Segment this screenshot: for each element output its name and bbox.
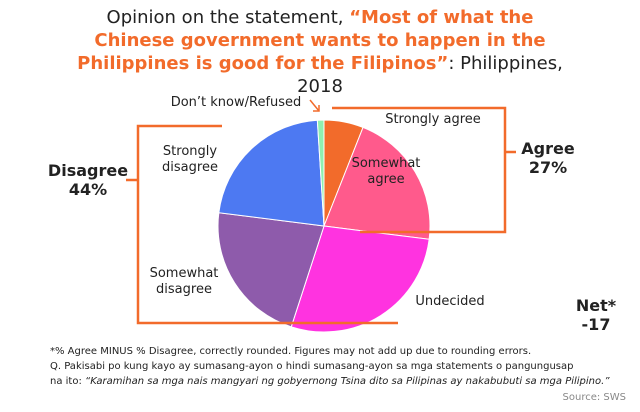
slice — [290, 225, 430, 333]
net-name: Net* — [575, 296, 617, 315]
footnote-line: na ito: “Karamihan sa mga nais mangyari … — [50, 376, 610, 387]
chart-title: Opinion on the statement, “Most of what … — [70, 6, 570, 98]
slice — [323, 126, 431, 240]
group-value: 27% — [528, 158, 568, 177]
agree-label: Agree 27% — [521, 139, 574, 177]
refused-arrowhead — [313, 105, 320, 112]
slice — [316, 119, 325, 227]
slice-label: Somewhat disagree — [149, 266, 219, 297]
title-tail: : Philippines, 2018 — [297, 53, 563, 97]
refused-arrow — [309, 99, 320, 112]
slice-label: Undecided — [415, 294, 485, 309]
footnote: Q. Pakisabi po kung kayo ay sumasang-ayo… — [50, 361, 574, 372]
footnote-quote: “Karamihan sa mga nais mangyari ng gobye… — [85, 376, 610, 387]
footnote: *% Agree MINUS % Disagree, correctly rou… — [50, 346, 532, 357]
title-lead: Opinion on the statement, — [106, 7, 350, 28]
agree-bracket — [332, 106, 507, 234]
net-value: -17 — [581, 315, 611, 334]
net-label: Net* -17 — [576, 296, 616, 334]
slice — [217, 212, 325, 328]
group-name: Disagree — [47, 161, 129, 180]
disagree-label: Disagree 44% — [48, 161, 128, 199]
slice-label: Don’t know/Refused — [170, 95, 302, 110]
group-value: 44% — [68, 180, 108, 199]
slices — [217, 119, 431, 333]
disagree-bracket — [136, 124, 398, 325]
brackets — [126, 99, 516, 325]
slice-label: Strongly disagree — [162, 144, 218, 175]
title-quote: “Most of what the Chinese government wan… — [77, 7, 546, 74]
source: Source: SWS — [562, 392, 626, 403]
group-name: Agree — [521, 139, 575, 158]
slice — [218, 119, 325, 227]
footnote: na ito: — [50, 376, 86, 387]
slice-label: Somewhat agree — [351, 156, 421, 187]
slice-label: Strongly agree — [385, 112, 481, 127]
